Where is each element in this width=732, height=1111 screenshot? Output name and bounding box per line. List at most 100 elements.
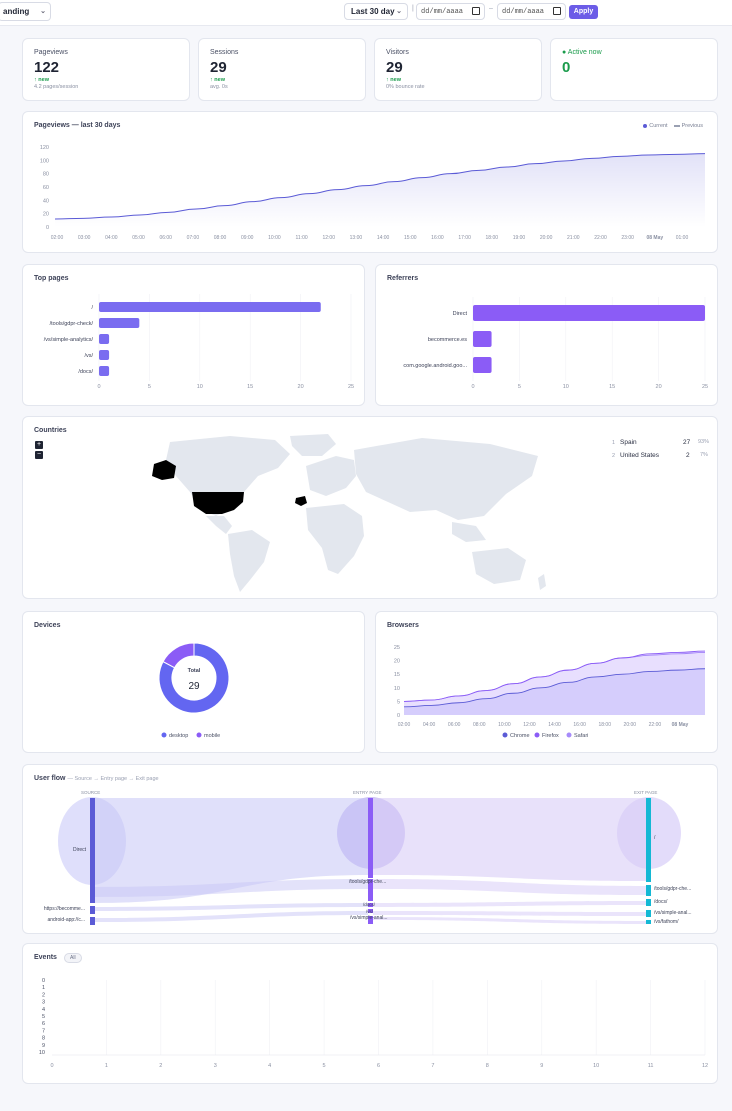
country-percent: 7% <box>700 452 708 458</box>
x-tick-label: 20 <box>298 384 304 390</box>
x-tick-label: 11 <box>648 1063 654 1069</box>
bar <box>99 302 321 312</box>
referrers-card: Referrers 0 5 10 15 20 25 Direct becommerce.es c… <box>375 264 718 406</box>
stat-value: 122 <box>34 59 60 76</box>
y-tick-label: 80 <box>43 172 49 178</box>
sankey-source-label: https://becomme... <box>43 906 85 912</box>
sankey-source-label: android-app://c... <box>47 917 85 923</box>
card-title: Referrers <box>387 275 419 282</box>
date-range-select[interactable]: Last 30 day ⌄ <box>344 3 408 20</box>
legend-dot-icon <box>534 732 540 738</box>
calendar-icon[interactable] <box>553 7 561 15</box>
card-title: User flow — Source → Entry page → Exit p… <box>34 775 159 782</box>
stat-card-visitors: Visitors 29 ↑ new 0% bounce rate <box>374 38 542 101</box>
sankey-entry-label: /vs/ <box>366 909 374 914</box>
x-tick-label: 10 <box>593 1063 599 1069</box>
bar-category-label: com.google.android.goo... <box>403 363 467 369</box>
zoom-out-button[interactable]: − <box>35 451 43 459</box>
sankey-exit-label: /docs/ <box>654 899 668 905</box>
x-tick-label: 12 <box>702 1063 708 1069</box>
stat-sub: 0% bounce rate <box>386 84 425 90</box>
x-tick-label: 13:00 <box>350 235 363 241</box>
date-range-value: Last 30 day <box>351 7 395 16</box>
sankey-link-entry-root-to-exit-root <box>373 798 646 881</box>
y-tick-label: 6 <box>42 1021 45 1027</box>
pie-slice-mobile <box>162 642 195 669</box>
bar <box>99 366 110 376</box>
site-select[interactable]: anding ⌄ <box>0 2 51 21</box>
calendar-icon[interactable] <box>472 7 480 15</box>
donut-center-value: 29 <box>188 681 200 692</box>
x-tick-label: 06:00 <box>448 722 461 728</box>
x-tick-label: 07:00 <box>187 235 200 241</box>
stat-card-pageviews: Pageviews 122 ↑ new 4.2 pages/session <box>22 38 190 101</box>
x-tick-label: 9 <box>540 1063 543 1069</box>
legend-dot-icon <box>161 732 167 738</box>
sankey-node-exit-root <box>646 798 651 882</box>
x-tick-label: 3 <box>214 1063 217 1069</box>
sankey-node-entry-vs <box>368 909 373 913</box>
sankey-node-entry-docs <box>368 903 373 907</box>
map-region-greenland <box>290 434 336 456</box>
x-tick-label: 20:00 <box>540 235 553 241</box>
bar <box>99 334 110 344</box>
country-count: 2 <box>686 452 690 459</box>
zoom-in-button[interactable]: + <box>35 441 43 449</box>
sankey-entry-label: /tools/gdpr-che... <box>349 879 387 885</box>
x-tick-label: 0 <box>471 384 474 390</box>
x-tick-label: 2 <box>159 1063 162 1069</box>
sankey-node-exit-vs-simple <box>646 910 651 917</box>
y-tick-label: 2 <box>42 992 45 998</box>
date-to-input[interactable]: dd/mm/aaaa <box>497 3 566 20</box>
x-tick-label: 23:00 <box>621 235 634 241</box>
x-tick-label: 12:00 <box>322 235 335 241</box>
country-row[interactable]: 2 United States 2 7% <box>612 452 708 459</box>
x-tick-label: 25 <box>702 384 708 390</box>
y-tick-label: 0 <box>42 978 45 984</box>
bar <box>99 318 140 328</box>
range-separator: – <box>489 5 493 12</box>
bar <box>473 331 492 347</box>
bar-category-label: /tools/gdpr-check/ <box>50 321 94 327</box>
chart-legend: Current Previous <box>643 123 703 129</box>
pageviews-chart-card: Pageviews — last 30 days Current Previou… <box>22 111 718 253</box>
stat-change: ↑ new <box>210 77 225 83</box>
x-tick-label: 02:00 <box>398 722 411 728</box>
y-tick-label: 1 <box>42 985 45 991</box>
world-map[interactable] <box>140 430 580 595</box>
stat-sub: 4.2 pages/session <box>34 84 79 90</box>
y-tick-label: 4 <box>42 1007 45 1013</box>
y-tick-label: 7 <box>42 1028 45 1034</box>
country-rank: 2 <box>612 453 616 459</box>
date-from-input[interactable]: dd/mm/aaaa <box>416 3 485 20</box>
x-tick-label: 0 <box>97 384 100 390</box>
y-tick-label: 8 <box>42 1036 45 1042</box>
legend-label: Chrome <box>510 733 530 739</box>
sankey-exit-label: / <box>654 835 656 841</box>
map-region-alaska <box>152 460 176 480</box>
user-flow-title: User flow <box>34 775 66 782</box>
events-filter-badge[interactable]: All <box>64 953 82 963</box>
map-region-united-states <box>192 492 244 514</box>
map-region-europe <box>306 456 356 496</box>
map-region-south-america <box>228 530 270 592</box>
country-row[interactable]: 1 Spain 27 93% <box>612 439 709 446</box>
legend-label: desktop <box>169 733 188 739</box>
x-tick-label: 19:00 <box>513 235 526 241</box>
map-region-southeast-asia <box>452 522 486 542</box>
sankey-node-exit-docs <box>646 899 651 906</box>
x-tick-label: 18:00 <box>598 722 611 728</box>
sankey-exit-label: /vs/simple-anal... <box>654 910 692 916</box>
stat-label: Visitors <box>386 49 409 56</box>
events-card: Events All 0 1 2 3 4 5 6 7 8 9 10 0 1 2 3 4 5 6 7 8 9 10 11 12 <box>22 943 718 1084</box>
series-line-firefox <box>403 650 706 702</box>
top-bar: anding ⌄ Last 30 day ⌄ | dd/mm/aaaa – dd… <box>0 0 732 26</box>
sankey-link-source-to-entry-vs <box>95 911 368 922</box>
chart-title: Pageviews — last 30 days <box>34 122 121 129</box>
x-tick-label: 10:00 <box>268 235 281 241</box>
apply-button[interactable]: Apply <box>569 5 598 19</box>
date-to-placeholder: dd/mm/aaaa <box>502 8 545 16</box>
x-tick-label: 7 <box>431 1063 434 1069</box>
x-tick-label: 25 <box>348 384 354 390</box>
x-tick-label: 06:00 <box>159 235 172 241</box>
